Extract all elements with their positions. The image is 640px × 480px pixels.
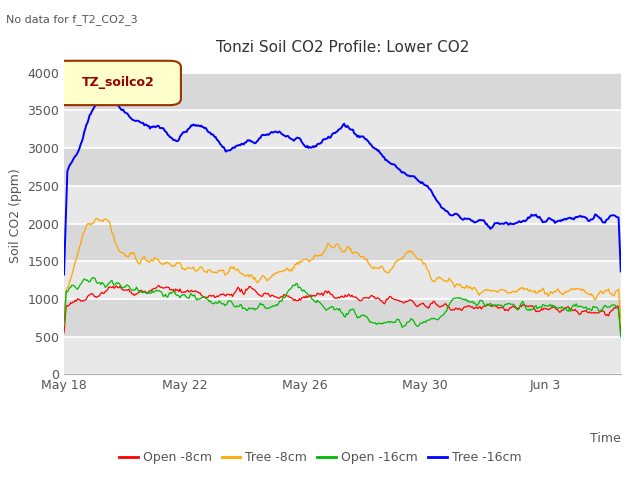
- Bar: [64, 148, 621, 186]
- Bar: [64, 261, 621, 299]
- Bar: [64, 72, 621, 110]
- Text: No data for f_T2_CO2_3: No data for f_T2_CO2_3: [6, 14, 138, 25]
- Legend: Open -8cm, Tree -8cm, Open -16cm, Tree -16cm: Open -8cm, Tree -8cm, Open -16cm, Tree -…: [114, 446, 526, 469]
- Bar: [64, 110, 621, 148]
- Text: Time: Time: [590, 432, 621, 445]
- Title: Tonzi Soil CO2 Profile: Lower CO2: Tonzi Soil CO2 Profile: Lower CO2: [216, 40, 469, 55]
- Bar: [64, 299, 621, 336]
- Bar: [64, 186, 621, 224]
- Text: TZ_soilco2: TZ_soilco2: [82, 76, 155, 89]
- Y-axis label: Soil CO2 (ppm): Soil CO2 (ppm): [9, 168, 22, 264]
- Bar: [64, 336, 621, 374]
- FancyBboxPatch shape: [56, 61, 181, 105]
- Bar: [64, 224, 621, 261]
